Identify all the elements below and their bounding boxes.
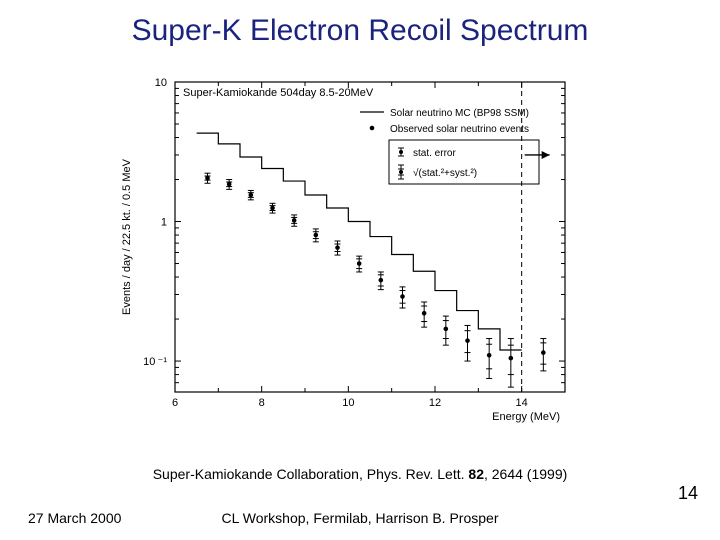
svg-text:14: 14 — [516, 397, 528, 409]
svg-text:stat. error: stat. error — [413, 148, 456, 159]
svg-text:12: 12 — [429, 397, 441, 409]
svg-text:Energy (MeV): Energy (MeV) — [492, 411, 560, 423]
page-number: 14 — [678, 483, 698, 504]
svg-text:Events / day / 22.5 kt. / 0.5: Events / day / 22.5 kt. / 0.5 MeV — [121, 158, 133, 315]
svg-text:√(stat.²+syst.²): √(stat.²+syst.²) — [413, 167, 477, 179]
svg-text:1: 1 — [161, 217, 167, 229]
slide-footer: CL Workshop, Fermilab, Harrison B. Prosp… — [0, 510, 720, 526]
svg-text:10 ⁻¹: 10 ⁻¹ — [143, 356, 167, 368]
svg-text:6: 6 — [172, 397, 178, 409]
svg-text:Observed solar neutrino events: Observed solar neutrino events — [390, 124, 529, 135]
svg-text:Super-Kamiokande 504day 8.5-2: Super-Kamiokande 504day 8.5-20MeV — [183, 87, 374, 99]
citation-prefix: Super-Kamiokande Collaboration, Phys. Re… — [153, 466, 469, 482]
spectrum-chart: 6 8 10 12 14 10 ⁻¹ 1 10 Energy (MeV) Events / day… — [110, 62, 590, 442]
svg-text:Solar neutrino MC (BP98 SSM): Solar neutrino MC (BP98 SSM) — [390, 108, 529, 119]
citation-volume: 82 — [468, 466, 484, 482]
citation-suffix: , 2644 (1999) — [484, 466, 567, 482]
svg-text:8: 8 — [259, 397, 265, 409]
svg-text:10: 10 — [342, 397, 354, 409]
page-title: Super-K Electron Recoil Spectrum — [0, 14, 720, 48]
svg-text:10: 10 — [155, 77, 167, 89]
citation: Super-Kamiokande Collaboration, Phys. Re… — [0, 466, 720, 482]
